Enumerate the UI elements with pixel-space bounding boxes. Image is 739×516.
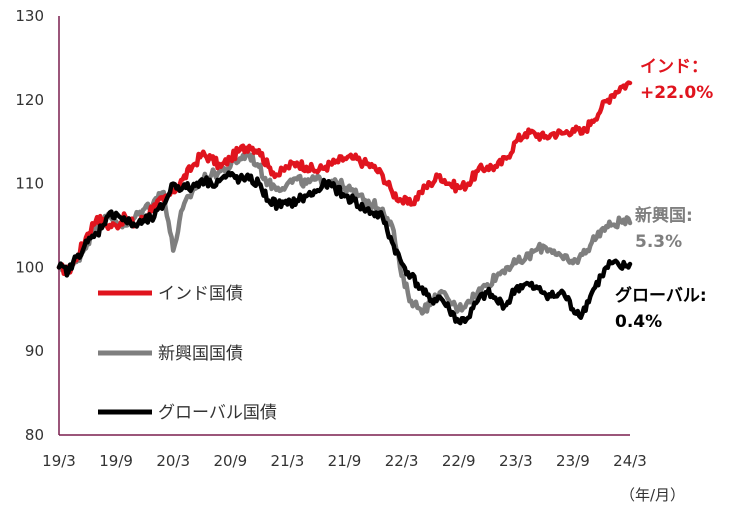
end-label: 5.3% xyxy=(635,232,682,252)
x-tick-label: 20/9 xyxy=(213,452,247,470)
x-tick-label: 23/3 xyxy=(499,452,533,470)
series-end-labels: インド： +22.0% 新興国: 5.3% グローバル: 0.4% xyxy=(615,57,713,332)
legend-label: インド国債 xyxy=(158,284,243,304)
end-label: インド： xyxy=(640,57,708,77)
x-tick-label: 19/9 xyxy=(99,452,133,470)
y-tick-labels: 80 90 100 110 120 130 xyxy=(15,7,44,444)
y-tick-label: 80 xyxy=(25,426,44,444)
x-tick-labels: 19/3 19/9 20/3 20/9 21/3 21/9 22/3 22/9 23/3 23/9… xyxy=(42,452,647,470)
series-line-0 xyxy=(56,80,633,277)
x-tick-label: 22/3 xyxy=(385,452,419,470)
x-tick-label: 21/9 xyxy=(328,452,362,470)
x-tick-label: 21/3 xyxy=(271,452,305,470)
y-tick-label: 130 xyxy=(15,7,44,25)
x-tick-label: 24/3 xyxy=(613,452,647,470)
series-line-1 xyxy=(56,152,633,316)
end-label: グローバル: xyxy=(615,285,707,306)
unit-label: （年/月） xyxy=(620,486,685,504)
end-label: 0.4% xyxy=(615,312,662,332)
x-tick-label: 22/9 xyxy=(442,452,476,470)
end-label: +22.0% xyxy=(640,83,713,103)
series-lines xyxy=(56,80,633,326)
x-tick-label: 23/9 xyxy=(556,452,590,470)
legend-label: 新興国国債 xyxy=(158,344,243,364)
y-tick-label: 100 xyxy=(15,258,44,276)
x-tick-label: 20/3 xyxy=(156,452,190,470)
end-label: 新興国: xyxy=(635,205,693,226)
series-line-2 xyxy=(56,170,633,326)
y-tick-label: 110 xyxy=(15,175,44,193)
y-tick-label: 120 xyxy=(15,91,44,109)
legend-label: グローバル国債 xyxy=(158,403,277,423)
y-tick-label: 90 xyxy=(25,342,44,360)
x-tick-label: 19/3 xyxy=(42,452,76,470)
